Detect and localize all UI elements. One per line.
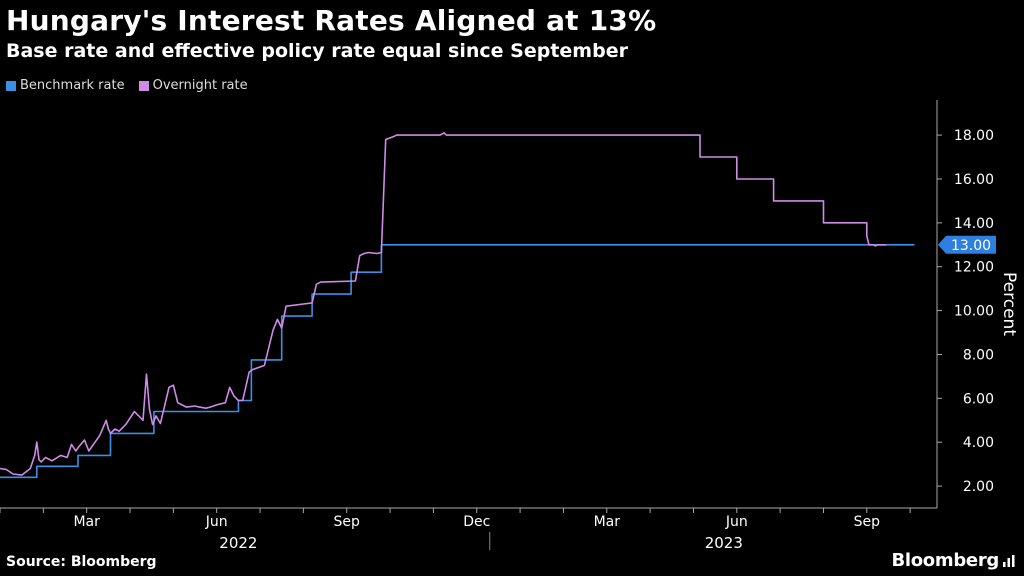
y-tick-label: 12.00 [954,260,994,276]
y-tick-label: 14.00 [954,216,994,232]
last-value-badge [938,235,996,254]
x-tick-label: Dec [463,514,490,530]
x-tick-label: Sep [854,514,881,530]
legend-item-overnight[interactable]: Overnight rate [138,78,248,93]
year-label: 2022 [219,534,257,552]
source-note: Source: Bloomberg [6,554,157,570]
y-tick-label: 10.00 [954,304,994,320]
y-tick-label: 2.00 [963,479,994,495]
legend: Benchmark rate Overnight rate [6,78,248,93]
legend-label-overnight: Overnight rate [152,78,248,93]
chart-subtitle: Base rate and effective policy rate equa… [6,40,628,62]
legend-item-benchmark[interactable]: Benchmark rate [6,78,125,93]
series-line-benchmark [0,244,915,479]
brand-label: Bloomberg [891,550,999,571]
legend-swatch-benchmark [6,80,16,91]
y-axis-title: Percent [999,272,1019,336]
y-tick-label: 8.00 [963,347,994,363]
y-tick-label: 6.00 [963,391,994,407]
x-tick-label: Jun [725,514,748,530]
legend-swatch-overnight [138,80,149,91]
last-value-label: 13.00 [951,238,991,254]
series-line-overnight [0,132,887,476]
x-tick-label: Mar [73,514,100,530]
x-tick-label: Mar [594,514,621,530]
y-tick-label: 16.00 [954,172,994,188]
y-tick-label: 4.00 [963,435,994,451]
chart-title: Hungary's Interest Rates Aligned at 13% [6,4,657,37]
year-label: 2023 [705,534,743,552]
x-tick-label: Jun [205,514,228,530]
y-tick-label: 18.00 [954,128,994,144]
bloomberg-logo: Bloomberg [891,550,1016,571]
bar-chart-icon [1003,554,1015,567]
x-tick-label: Sep [334,514,361,530]
legend-label-benchmark: Benchmark rate [20,78,125,93]
